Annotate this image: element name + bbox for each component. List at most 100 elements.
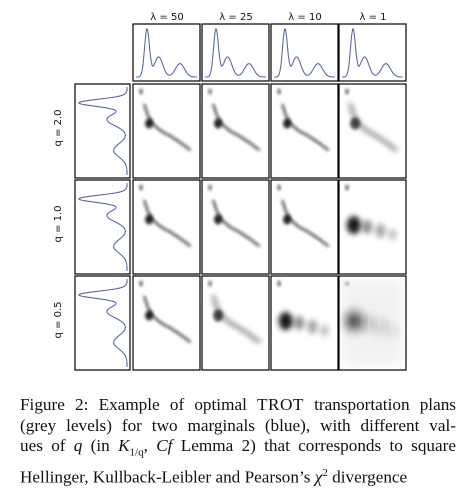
plan-mass — [145, 118, 154, 129]
caption-text: , — [143, 436, 157, 455]
panel-frame — [74, 275, 131, 371]
plan-mass — [283, 214, 292, 225]
plan-mass — [208, 88, 212, 95]
plan-mass — [277, 88, 281, 95]
panel-frame — [74, 179, 131, 275]
plan-mass — [213, 309, 224, 322]
plan-mass — [214, 118, 223, 129]
caption-text: Hellinger, Kullback-Leibler and Pearson’… — [20, 467, 315, 487]
plan-mass — [277, 184, 281, 191]
transport-plan-panel — [201, 275, 270, 371]
left-marginal-panel — [74, 83, 131, 179]
marginal-curve — [136, 28, 197, 78]
transport-plan-panel — [201, 83, 270, 179]
panel-frame — [201, 275, 270, 371]
caption-text: (grey levels) for two marginals (blue), … — [20, 415, 456, 435]
plan-ridge — [212, 199, 260, 247]
panel-frame — [74, 83, 131, 179]
row-label-q-2: q = 2.0 — [53, 110, 64, 147]
plan-mass — [139, 88, 143, 95]
transport-plan-panel — [270, 179, 339, 275]
panel-frame — [132, 83, 201, 179]
plan-haze — [342, 281, 403, 365]
left-marginal-panel — [74, 275, 131, 371]
panel-frame — [201, 83, 270, 179]
panel-frame — [132, 179, 201, 275]
caption-label: Figure 2: — [20, 395, 89, 414]
panel-frame — [270, 179, 339, 275]
caption-text: Cf — [156, 436, 173, 455]
caption-text: Example of optimal — [98, 395, 258, 414]
column-header-lambda-50: λ = 50 — [150, 12, 183, 23]
transport-plan-panel — [132, 179, 201, 275]
plan-ridge — [348, 103, 398, 152]
caption-text: Lemma 2) that corresponds to square — [172, 436, 457, 455]
caption-text: divergence — [327, 467, 408, 487]
plan-mass — [214, 214, 223, 225]
plan-mass — [145, 214, 154, 225]
top-marginal-panel — [132, 23, 201, 82]
marginal-curve — [78, 279, 128, 367]
plan-ridge — [281, 103, 329, 151]
panel-frame — [132, 275, 201, 371]
plan-mass — [362, 220, 373, 234]
top-marginal-panel — [201, 23, 270, 82]
plan-mass — [345, 88, 349, 95]
row-label-q-1: q = 1.0 — [53, 206, 64, 243]
marginal-curve — [78, 183, 128, 271]
caption-text: transportation plans — [303, 395, 456, 414]
plan-mass — [139, 280, 143, 287]
plan-ridge — [143, 199, 191, 247]
plan-ridge — [211, 295, 261, 344]
transport-plan-panel — [270, 83, 339, 179]
plan-mass — [145, 310, 154, 321]
column-header-lambda-1: λ = 1 — [359, 12, 386, 23]
caption-math: χ — [314, 467, 323, 487]
marginal-curve — [205, 28, 266, 78]
plan-mass — [388, 228, 397, 241]
plan-mass — [350, 117, 361, 130]
caption-text: ues of — [20, 436, 74, 455]
caption-math: q — [73, 436, 83, 455]
row-label-q-05: q = 0.5 — [53, 302, 64, 339]
caption-math: 2 — [322, 466, 328, 479]
transport-plan-panel — [201, 179, 270, 275]
plan-mass — [307, 319, 318, 334]
panel-frame — [270, 83, 339, 179]
marginal-curve — [342, 28, 403, 78]
transport-plan-panel — [132, 275, 201, 371]
column-header-lambda-25: λ = 25 — [219, 12, 252, 23]
plan-mass — [375, 223, 386, 238]
plan-mass — [208, 184, 212, 191]
plan-ridge — [212, 103, 260, 151]
top-marginals — [132, 23, 407, 82]
plan-mass — [278, 312, 293, 331]
plan-ridge — [281, 199, 329, 247]
plan-mass — [294, 316, 305, 330]
panel-frame — [338, 83, 407, 179]
transport-plan-panel — [338, 275, 407, 371]
plan-ridge — [143, 103, 191, 151]
left-marginals — [74, 83, 131, 371]
caption-text: (in — [82, 436, 119, 455]
column-header-lambda-10: λ = 10 — [288, 12, 321, 23]
plan-mass — [320, 324, 329, 337]
top-marginal-panel — [270, 23, 339, 82]
transport-plan-panel — [338, 83, 407, 179]
left-marginal-panel — [74, 179, 131, 275]
transport-plan-panel — [338, 179, 407, 275]
figure-caption: Figure 2: Example of optimal TROT transp… — [20, 395, 456, 488]
trot-figure: λ = 50 λ = 25 λ = 10 λ = 1 q = 2.0 q = 1… — [53, 12, 407, 371]
caption-math: 1/q — [129, 446, 144, 459]
transport-plans — [132, 83, 407, 371]
top-marginal-panel — [338, 23, 407, 82]
plan-mass — [345, 184, 349, 191]
plan-mass — [277, 280, 281, 287]
panel-frame — [201, 179, 270, 275]
plan-mass — [346, 216, 361, 235]
marginal-curve — [274, 28, 335, 78]
plan-mass — [283, 118, 292, 129]
plan-ridge — [143, 295, 191, 343]
trot-name: TROT — [257, 395, 304, 414]
marginal-curve — [78, 87, 128, 175]
